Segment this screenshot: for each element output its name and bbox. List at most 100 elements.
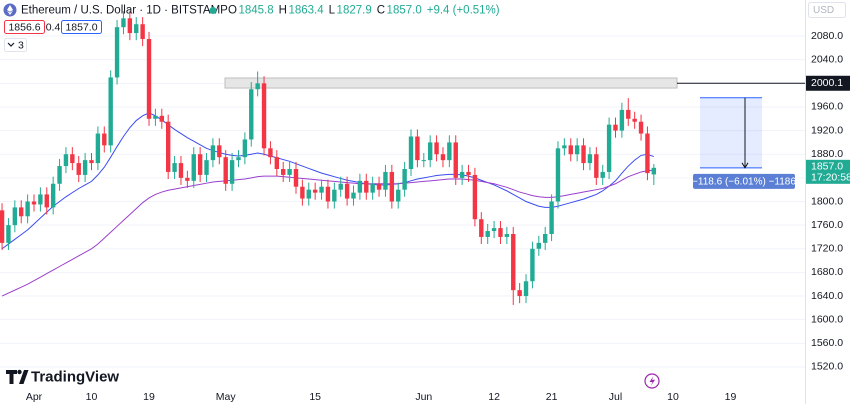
candle-body — [581, 145, 586, 164]
candle-body — [549, 201, 554, 234]
candle-body — [50, 183, 56, 208]
candle-body — [574, 145, 580, 155]
currency: USD — [813, 5, 834, 16]
market-status — [209, 7, 217, 14]
currency-box[interactable] — [808, 2, 846, 18]
candle-body — [89, 160, 94, 164]
candle-body — [0, 210, 5, 243]
candle-body — [389, 171, 395, 202]
candle-body — [485, 231, 490, 237]
candle-body — [543, 234, 548, 243]
candle-body — [619, 109, 625, 131]
candle-body — [491, 228, 497, 232]
x-tick-label: Apr — [26, 391, 43, 403]
candle-body — [626, 109, 631, 119]
candle-body — [261, 83, 267, 149]
candle-body — [300, 186, 305, 199]
measure-label: −118.6 (−6.01%) −1186 — [692, 176, 796, 187]
candle-body — [421, 160, 426, 162]
candle-body — [427, 142, 433, 161]
y-tick-label: 1560.0 — [811, 337, 843, 349]
candle-body — [63, 154, 69, 167]
candle-body — [127, 18, 133, 34]
moving-average — [1, 112, 655, 250]
candle-body — [255, 83, 260, 90]
y-tick-label: 1960.0 — [811, 101, 843, 113]
candle-body — [178, 163, 184, 178]
candle-body — [555, 148, 561, 202]
eth-glyph — [7, 5, 13, 15]
y-tick-label: 1520.0 — [811, 361, 843, 373]
candle-body — [287, 169, 292, 175]
candle-body — [594, 154, 599, 178]
y-tick-label: 1760.0 — [811, 219, 843, 231]
candle-body — [108, 77, 113, 146]
x-tick-label: 10 — [86, 391, 98, 403]
y-tick-label: 1800.0 — [811, 195, 843, 207]
candle-body — [140, 24, 145, 39]
candle-body — [402, 169, 407, 190]
candle-body — [121, 18, 126, 28]
candle-body — [338, 183, 343, 190]
candle-body — [57, 166, 62, 184]
measure-arrowhead — [741, 162, 749, 169]
candle-body — [415, 136, 420, 161]
candle-body — [479, 219, 484, 237]
logo-mark — [6, 370, 29, 384]
candle-body — [351, 192, 356, 199]
candle-body — [185, 177, 190, 181]
candle-body — [312, 189, 318, 193]
overlay: −118.6 (−6.01%) −1186 — [692, 97, 796, 189]
ohlc-value: 1827.9 — [337, 5, 372, 17]
candle-body — [606, 124, 612, 172]
candle-body — [223, 157, 228, 184]
candle-body — [76, 163, 81, 175]
bid-price: 1856.6 — [8, 21, 40, 33]
candle-body — [459, 171, 465, 178]
hline-price: 2000.1 — [811, 77, 843, 89]
candle-body — [146, 39, 152, 119]
candle-body — [440, 154, 446, 161]
x-tick-label: 19 — [725, 391, 737, 403]
candle-body — [325, 186, 331, 202]
candle-body — [102, 133, 107, 146]
hline-price-box — [806, 75, 850, 91]
ohlc-value: 1845.8 — [238, 5, 273, 17]
candle-body — [434, 142, 439, 155]
x-tick-label: 21 — [546, 391, 558, 403]
candle-body — [447, 142, 452, 161]
candle-body — [383, 171, 388, 190]
ohlc-legend: O 1845.8 H 1863.4 L 1827.9 C 1857.0 +9.4 (+0.51%… — [228, 5, 500, 17]
x-tick-label: 19 — [143, 391, 155, 403]
candle-body — [19, 207, 24, 217]
spread: 0.4 — [46, 21, 61, 33]
candle-body — [82, 160, 88, 175]
candle-body — [370, 183, 375, 193]
candle-body — [268, 148, 273, 158]
bid-box — [4, 20, 45, 34]
candle-body — [191, 154, 196, 181]
ask-price: 1857.0 — [65, 21, 97, 33]
candle-body — [204, 160, 209, 175]
y-tick-label: 1680.0 — [811, 266, 843, 278]
y-tick-label: 1920.0 — [811, 124, 843, 136]
candle-body — [281, 169, 286, 175]
ask-box — [61, 20, 102, 34]
ohlc-value: 1863.4 — [288, 5, 324, 17]
y-tick-label: 1600.0 — [811, 313, 843, 325]
indicators-toggle[interactable] — [4, 38, 27, 52]
candle-body — [357, 180, 363, 193]
candle-body — [568, 145, 573, 155]
ohlc-key: C — [377, 5, 385, 17]
candle-body — [364, 180, 369, 193]
candle-body — [408, 136, 414, 169]
plot — [0, 11, 805, 305]
countdown: 17:20:58 — [811, 172, 850, 184]
candle-body — [613, 124, 618, 131]
candle-body — [600, 171, 605, 178]
ohlc-key: L — [329, 5, 336, 17]
last-price: 1857.0 — [811, 161, 843, 173]
x-tick-label: Jun — [415, 391, 432, 403]
candle-body — [242, 139, 248, 158]
